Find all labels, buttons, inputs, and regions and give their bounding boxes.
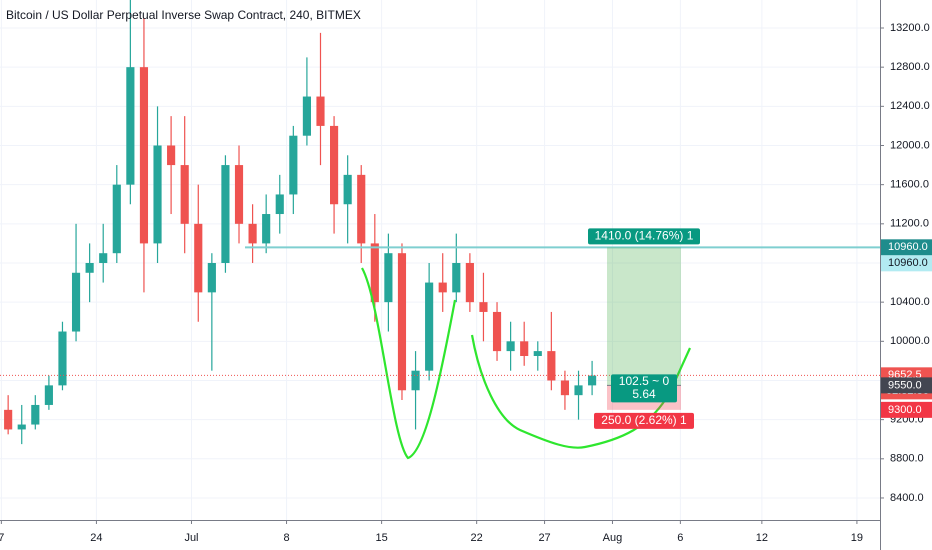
candle-body: [506, 341, 515, 352]
candle-body: [58, 331, 67, 386]
x-tick-label: 27: [538, 532, 550, 544]
candle-body: [275, 194, 284, 215]
candle-body: [560, 380, 570, 396]
candle-body: [207, 262, 216, 293]
candle-body: [221, 165, 230, 263]
candle-body: [167, 145, 176, 166]
candle-body: [139, 67, 149, 244]
y-tick-label: 12400.0: [890, 100, 930, 112]
candle-body: [17, 424, 26, 430]
x-tick-label: 6: [677, 532, 683, 544]
y-tick-label: 13200.0: [890, 22, 930, 34]
price-label: 10960.0: [888, 257, 928, 269]
price-label: 9300.0: [888, 404, 922, 416]
candle-body: [85, 262, 94, 273]
y-tick-label: 8800.0: [890, 453, 924, 465]
x-tick-label: 15: [375, 532, 387, 544]
price-label-box: [881, 239, 932, 256]
candle-body: [180, 165, 189, 224]
candle-body: [262, 214, 271, 244]
entry-label: 102.5 ~ 0: [619, 374, 670, 388]
price-label-box: [881, 255, 932, 272]
price-label: 10960.0: [888, 241, 928, 253]
candle-body: [465, 262, 474, 303]
candle-body: [397, 253, 407, 391]
candle-body: [153, 145, 162, 244]
target-label-box: [588, 228, 700, 245]
candle-body: [479, 302, 488, 312]
candle-body: [248, 223, 257, 244]
x-tick-label: Aug: [603, 532, 623, 544]
x-tick-label: 19: [851, 532, 863, 544]
x-tick-label: 12: [756, 532, 768, 544]
x-tick-label: Jul: [184, 532, 198, 544]
candle-body: [343, 174, 352, 205]
candle-body: [411, 370, 420, 391]
candle-body: [234, 165, 244, 224]
candle-body: [357, 174, 366, 244]
target-label: 1410.0 (14.76%) 1: [595, 228, 694, 242]
candle-body: [574, 385, 583, 396]
candle-body: [425, 282, 434, 371]
candle-body: [370, 243, 379, 303]
x-tick-label: 22: [471, 532, 483, 544]
profit-zone: [607, 247, 681, 386]
position-labels: 1410.0 (14.76%) 1 102.5 ~ 05.64 250.0 (2.6…: [588, 228, 700, 429]
candle-body: [31, 404, 40, 425]
entry-label: 5.64: [632, 387, 656, 401]
price-label: 9550.0: [888, 379, 922, 391]
candle-body: [126, 67, 135, 185]
candle-body: [533, 351, 542, 357]
candle-body: [588, 375, 597, 386]
y-tick-label: 11200.0: [890, 218, 929, 230]
drawn-curve: [361, 267, 457, 460]
candle-body: [99, 253, 108, 263]
candle-body: [4, 409, 13, 430]
candle-body: [438, 282, 447, 293]
y-tick-label: 8400.0: [890, 492, 924, 504]
x-tick-label: 8: [283, 532, 289, 544]
candle-body: [289, 135, 298, 195]
stop-label: 250.0 (2.62%) 1: [601, 413, 687, 427]
y-tick-label: 12000.0: [890, 139, 930, 151]
candle-body: [452, 262, 461, 293]
candle-body: [330, 125, 339, 205]
y-tick-label: 10000.0: [890, 335, 930, 347]
y-tick-label: 10400.0: [890, 296, 930, 308]
y-tick-label: 12800.0: [890, 61, 930, 73]
y-tick-label: 11600.0: [890, 179, 929, 191]
x-tick-label: 24: [90, 532, 102, 544]
candle-body: [71, 272, 81, 332]
candle-body: [44, 385, 53, 405]
price-label-box: [881, 377, 932, 394]
candle-body: [316, 96, 325, 126]
chart-title: Bitcoin / US Dollar Perpetual Inverse Sw…: [6, 8, 361, 22]
x-tick-label: 7: [0, 532, 4, 544]
candle-body: [384, 253, 393, 303]
price-label-box: [881, 401, 932, 418]
candle-body: [492, 311, 502, 352]
stop-label-box: [594, 412, 694, 429]
candle-body: [547, 351, 556, 381]
candle-body: [194, 223, 203, 293]
entry-label-box: [611, 374, 677, 403]
candle-body: [302, 96, 311, 136]
candle-body: [112, 184, 121, 254]
candle-body: [520, 341, 529, 357]
